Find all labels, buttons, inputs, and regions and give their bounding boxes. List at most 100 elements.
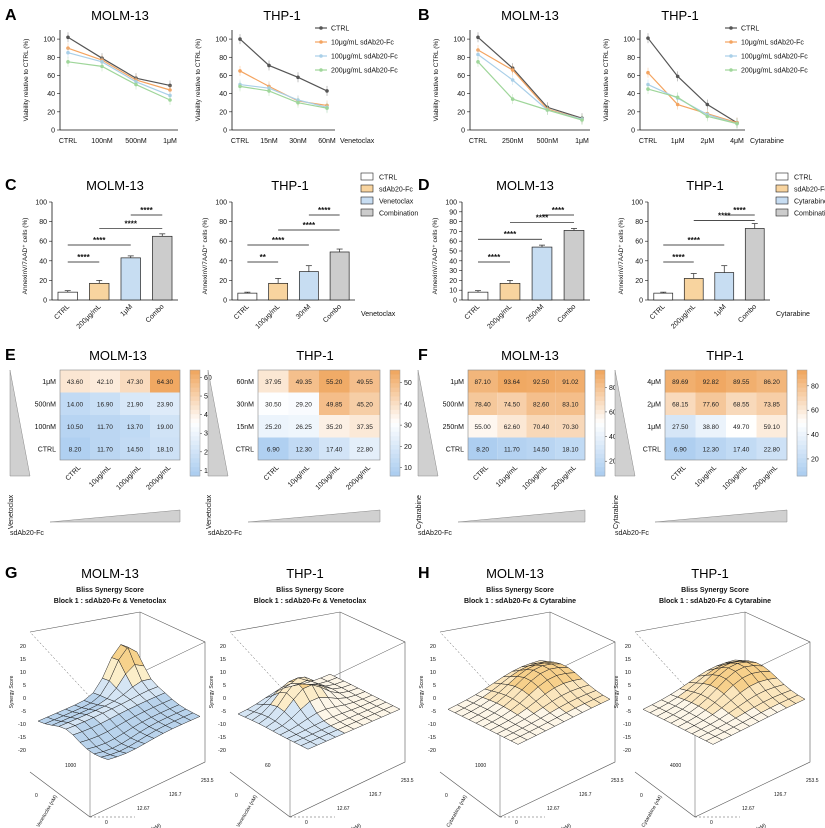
colorbar-step: [595, 445, 605, 450]
y-tick-label: 80: [47, 55, 55, 62]
colorbar-step: [190, 418, 200, 424]
x-tick-label: 253.5: [401, 778, 414, 784]
heatmap-cell-value: 14.50: [533, 446, 550, 453]
colorbar-step: [190, 396, 200, 402]
legend-label: 10μg/mL sdAb20-Fc: [741, 40, 804, 47]
y-tick-label: 60: [635, 239, 643, 246]
z-tick-label: -5: [626, 709, 631, 715]
x-axis-label: sdAb20-Fc (nM): [127, 823, 162, 828]
colorbar-frame: [389, 369, 401, 477]
series-line: [477, 49, 583, 120]
bar: [531, 246, 553, 301]
heatmap-cell: [60, 437, 90, 460]
y-tick-label: 60: [219, 239, 227, 246]
colorbar-step: [390, 453, 400, 459]
colorbar-step: [797, 436, 807, 442]
heatmap-cell: [60, 370, 90, 393]
y-tick-label: 0: [453, 298, 457, 305]
x-axis-label: sdAb20-Fc (nM): [732, 823, 767, 828]
heatmap-cell: [120, 437, 150, 460]
chart-subtitle: Bliss Synergy Score: [276, 587, 344, 594]
colorbar-step: [595, 458, 605, 464]
colorbar-step: [190, 440, 200, 446]
y-axis-label: AnnexinV/7AAD⁺ cells (%): [202, 218, 209, 295]
data-point: [66, 60, 70, 64]
legend-swatch: [360, 196, 374, 205]
y-tick-label: 40: [457, 91, 465, 98]
y-tick-label: 60: [47, 73, 55, 80]
legend-marker: [319, 26, 323, 30]
series-line: [67, 61, 171, 101]
x-tick-label: 1μM: [163, 138, 177, 145]
chart-title: MOLM-13: [86, 178, 144, 193]
colorbar-frame: [796, 369, 808, 477]
colorbar-step: [190, 458, 200, 464]
data-point: [675, 95, 680, 100]
colorbar-step: [390, 449, 400, 455]
x-axis-label: sdAb20-Fc: [208, 530, 242, 537]
y-tick-label: 20: [219, 278, 227, 285]
bar: [298, 271, 319, 301]
data-point: [510, 78, 515, 82]
z-tick-label: 10: [20, 670, 26, 676]
colorbar-step: [190, 427, 200, 433]
significance-label: **: [260, 253, 267, 262]
colorbar-step: [797, 471, 807, 477]
z-tick-label: -20: [428, 748, 436, 754]
chart-title: MOLM-13: [501, 8, 559, 23]
colorbar-step: [390, 471, 400, 477]
col-label: 100μg/mL: [315, 464, 342, 491]
data-point: [168, 88, 172, 92]
z-tick-label: 10: [220, 670, 226, 676]
significance-label: ****: [688, 236, 701, 245]
legend-label: Combination: [794, 211, 825, 218]
legend-label: CTRL: [741, 26, 759, 33]
heatmap-frame: [257, 369, 381, 461]
surface-box-edge: [634, 631, 696, 698]
colorbar-step: [390, 423, 400, 428]
colorbar-step: [797, 449, 807, 455]
z-tick-label: 10: [625, 670, 631, 676]
row-label: 30nM: [236, 401, 254, 408]
colorbar-step: [595, 427, 605, 433]
x-axis-label: Venetoclax: [340, 138, 375, 145]
x-tick-label: 12.67: [137, 806, 150, 812]
colorbar-step: [190, 471, 200, 477]
colorbar-step: [190, 449, 200, 455]
x-tick-label: CTRL: [231, 138, 249, 145]
x-tick-label: 4μM: [730, 138, 744, 145]
z-axis-label: Synergy Score: [9, 675, 15, 708]
dose-wedge-horizontal: [49, 509, 181, 523]
y-tick-label: 10: [449, 288, 457, 295]
legend-swatch: [360, 172, 374, 181]
colorbar-step: [595, 396, 605, 402]
y-tick-label: 40: [47, 91, 55, 98]
significance-label: ****: [125, 219, 138, 228]
colorbar-step: [190, 431, 200, 437]
heatmap-cell-value: 68.15: [672, 401, 689, 408]
heatmap-cell: [150, 392, 180, 415]
colorbar-step: [797, 392, 807, 397]
y-tick-label: 0: [43, 298, 47, 305]
series-line: [67, 36, 171, 87]
x-tick-label: CTRL: [639, 138, 657, 145]
y-tick-label: 40: [39, 258, 47, 265]
colorbar-step: [190, 374, 200, 380]
surface-box: [29, 611, 206, 818]
heatmap-cell: [60, 392, 90, 415]
z-tick-label: -15: [218, 735, 226, 741]
heatmap-cell: [726, 392, 757, 415]
heatmap-cell: [555, 437, 585, 460]
heatmap-cell-value: 92.50: [533, 379, 550, 386]
y-tick-label: 60: [457, 73, 465, 80]
heatmap-cell-value: 89.69: [672, 379, 689, 386]
colorbar-step: [797, 370, 807, 375]
y-tick-label: 0: [461, 128, 465, 135]
z-tick-label: -15: [18, 735, 26, 741]
surface-box-edge: [29, 631, 91, 698]
z-tick-label: 15: [430, 657, 436, 663]
colorbar-step: [390, 418, 400, 424]
heatmap-cell-value: 11.70: [504, 446, 520, 453]
series-line: [67, 47, 171, 91]
